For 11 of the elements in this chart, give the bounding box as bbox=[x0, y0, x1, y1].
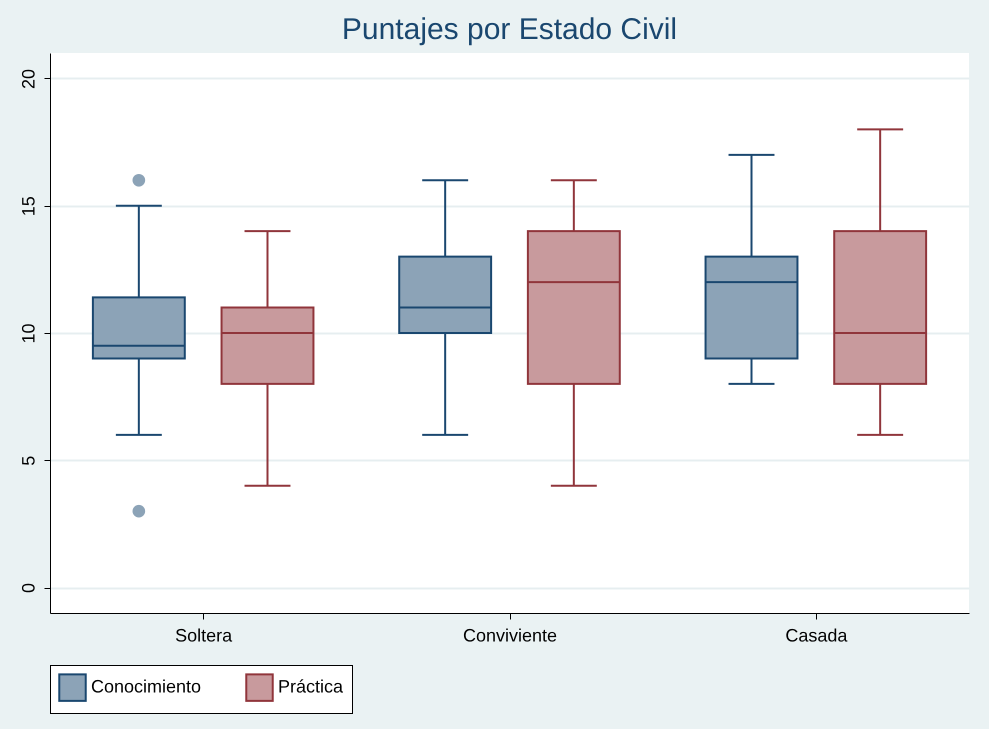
x-tick-label: Casada bbox=[785, 626, 848, 646]
legend-label: Práctica bbox=[278, 676, 344, 697]
chart-title: Puntajes por Estado Civil bbox=[342, 13, 678, 46]
x-tick-label: Soltera bbox=[175, 626, 234, 646]
y-tick-label: 15 bbox=[18, 196, 38, 216]
y-tick-label: 10 bbox=[18, 323, 38, 344]
legend-label: Conocimiento bbox=[91, 676, 202, 697]
y-tick-label: 5 bbox=[18, 456, 38, 466]
y-tick-label: 20 bbox=[18, 68, 38, 89]
x-tick-label: Conviviente bbox=[462, 626, 558, 646]
y-tick-label: 0 bbox=[18, 583, 38, 594]
